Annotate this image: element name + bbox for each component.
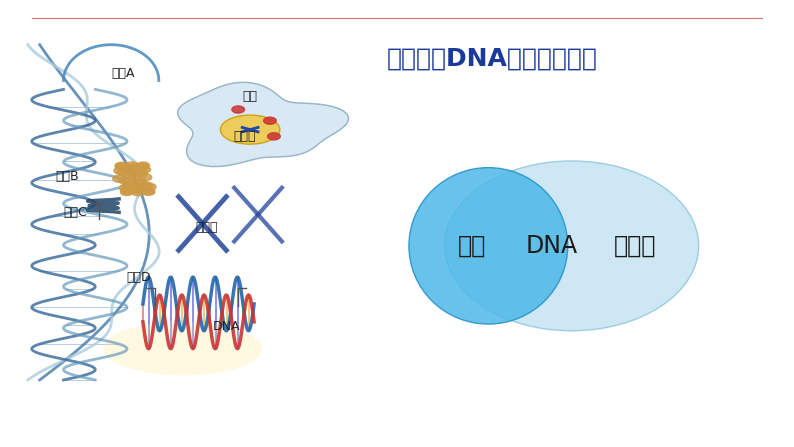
Text: 染色体: 染色体: [195, 221, 218, 235]
Circle shape: [115, 162, 128, 169]
Ellipse shape: [221, 115, 279, 144]
Circle shape: [133, 186, 145, 193]
Circle shape: [116, 163, 129, 170]
Circle shape: [131, 189, 144, 196]
Circle shape: [135, 169, 148, 177]
Circle shape: [136, 163, 148, 170]
Text: 细胞: 细胞: [243, 89, 257, 103]
Circle shape: [124, 173, 137, 180]
Circle shape: [114, 167, 126, 174]
Ellipse shape: [409, 168, 568, 324]
Circle shape: [118, 177, 131, 184]
Text: 基因C: 基因C: [64, 206, 87, 219]
Circle shape: [118, 169, 130, 176]
Circle shape: [133, 178, 146, 185]
Ellipse shape: [103, 322, 262, 375]
Circle shape: [122, 181, 135, 188]
Circle shape: [121, 189, 133, 196]
Polygon shape: [178, 82, 349, 166]
Text: 基因D: 基因D: [126, 270, 152, 284]
Circle shape: [142, 188, 155, 195]
Text: DNA: DNA: [213, 320, 240, 333]
Text: 基因A: 基因A: [111, 67, 135, 80]
Text: 基因B: 基因B: [56, 170, 79, 183]
Circle shape: [121, 187, 134, 194]
Circle shape: [130, 186, 143, 194]
Circle shape: [125, 165, 137, 172]
Circle shape: [232, 106, 245, 113]
Text: 细胞核: 细胞核: [233, 130, 256, 143]
Text: DNA: DNA: [526, 234, 578, 258]
Circle shape: [140, 182, 152, 189]
Circle shape: [139, 174, 152, 181]
Circle shape: [137, 162, 149, 169]
Text: 染色体: 染色体: [614, 234, 657, 258]
Circle shape: [268, 133, 280, 140]
Circle shape: [128, 171, 141, 178]
Circle shape: [264, 117, 276, 124]
Text: 基因: 基因: [458, 234, 487, 258]
Circle shape: [129, 180, 142, 187]
Ellipse shape: [445, 161, 699, 331]
Circle shape: [138, 166, 151, 173]
Circle shape: [119, 185, 132, 192]
Circle shape: [144, 183, 156, 190]
Circle shape: [141, 188, 154, 195]
Circle shape: [126, 162, 139, 169]
Circle shape: [127, 164, 140, 171]
Text: 染色体、DNA、基因的关系: 染色体、DNA、基因的关系: [387, 46, 598, 70]
Circle shape: [113, 175, 125, 182]
